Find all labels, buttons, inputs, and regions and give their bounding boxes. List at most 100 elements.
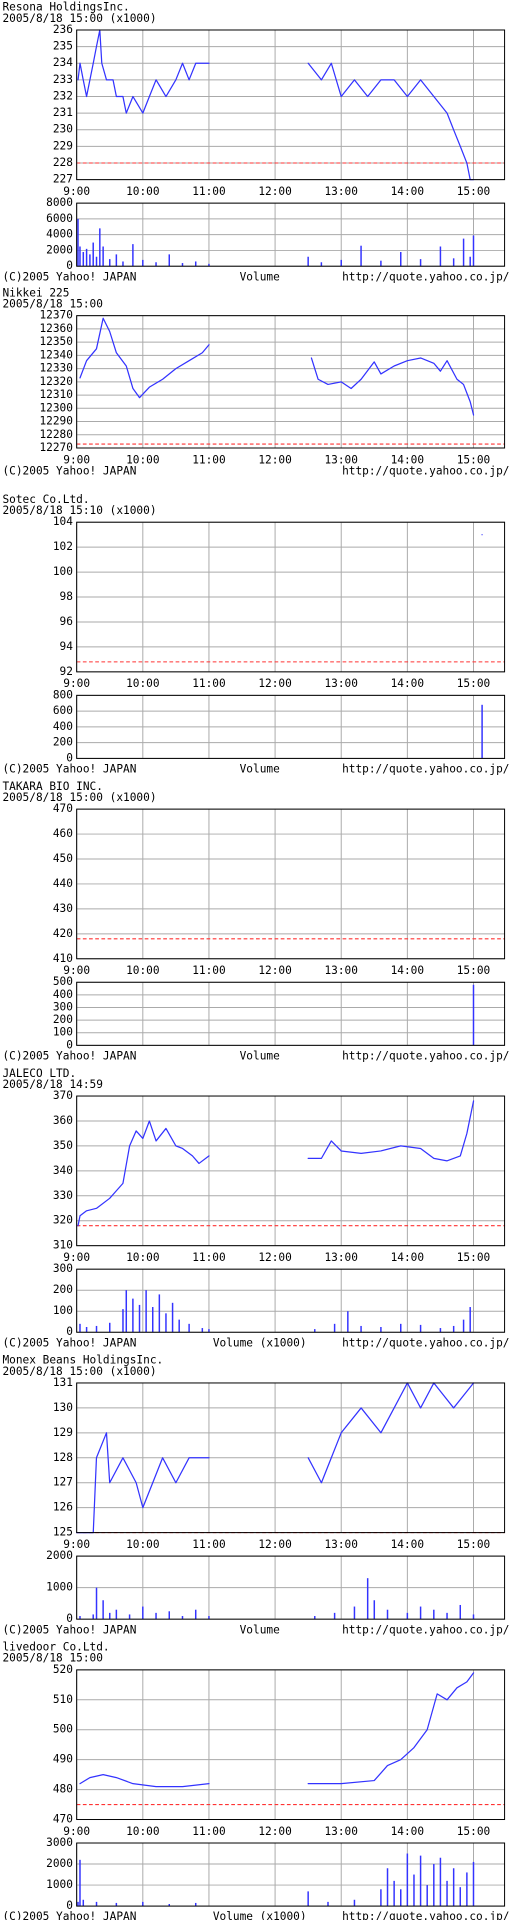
x-tick-label: 13:00 <box>324 1251 358 1264</box>
x-tick-label: 10:00 <box>126 1251 160 1264</box>
y-tick-label: 310 <box>53 1239 73 1252</box>
x-tick-label: 9:00 <box>63 1251 90 1264</box>
y-tick-label: 350 <box>53 1139 73 1152</box>
x-tick-label: 11:00 <box>192 677 226 690</box>
source: (C)2005 Yahoo! JAPAN <box>2 270 136 283</box>
price-line <box>77 1100 475 1227</box>
subtitle: 2005/8/18 15:00 <box>2 1652 102 1665</box>
x-axis-label: Volume (x1000) <box>213 1910 307 1920</box>
y-tick-label: 470 <box>53 802 73 815</box>
source-url: http://quote.yahoo.co.jp/ <box>342 763 509 776</box>
y-tick-label: 3000 <box>46 1836 73 1849</box>
source: (C)2005 Yahoo! JAPAN <box>2 1910 136 1920</box>
x-tick-label: 9:00 <box>63 964 90 977</box>
subtitle: 2005/8/18 14:59 <box>2 1078 102 1091</box>
x-tick-label: 10:00 <box>126 453 160 466</box>
y-tick-label: 12360 <box>39 322 73 335</box>
y-tick-label: 1000 <box>46 1878 73 1891</box>
title: Sotec Co.Ltd. <box>2 493 89 506</box>
x-tick-label: 11:00 <box>192 1251 226 1264</box>
y-tick-label: 12320 <box>39 375 73 388</box>
plot-border <box>76 694 506 759</box>
plot-border <box>76 1382 506 1534</box>
title: livedoor Co.Ltd. <box>2 1641 109 1654</box>
x-tick-label: 14:00 <box>391 677 425 690</box>
y-tick-label: 0 <box>66 1038 73 1051</box>
y-tick-label: 227 <box>53 173 73 186</box>
y-tick-label: 8000 <box>46 196 73 209</box>
y-tick-label: 235 <box>53 40 73 53</box>
y-tick-label: 96 <box>60 615 73 628</box>
y-tick-label: 300 <box>53 1000 73 1013</box>
subtitle: 2005/8/18 15:00 <box>2 298 102 311</box>
price-line <box>79 1672 475 1788</box>
y-tick-label: 420 <box>53 927 73 940</box>
y-tick-label: 320 <box>53 1214 73 1227</box>
title: JALECO LTD. <box>2 1067 76 1080</box>
x-tick-label: 9:00 <box>63 677 90 690</box>
x-tick-label: 11:00 <box>192 453 226 466</box>
x-tick-label: 12:00 <box>258 185 292 198</box>
y-tick-label: 2000 <box>46 243 73 256</box>
y-tick-label: 370 <box>53 1089 73 1102</box>
x-tick-label: 15:00 <box>457 185 491 198</box>
x-axis-label: Volume <box>240 763 280 776</box>
y-tick-label: 1000 <box>46 1581 73 1594</box>
x-tick-label: 15:00 <box>457 677 491 690</box>
y-tick-label: 520 <box>53 1663 73 1676</box>
x-tick-label: 10:00 <box>126 964 160 977</box>
x-tick-label: 14:00 <box>391 1251 425 1264</box>
y-tick-label: 450 <box>53 852 73 865</box>
y-tick-label: 800 <box>53 688 73 701</box>
source-url: http://quote.yahoo.co.jp/ <box>342 1336 509 1349</box>
y-tick-label: 233 <box>53 73 73 86</box>
y-tick-label: 12350 <box>39 335 73 348</box>
x-tick-label: 12:00 <box>258 1538 292 1551</box>
plot-area <box>76 1669 505 1820</box>
y-tick-label: 4000 <box>46 228 73 241</box>
x-tick-label: 10:00 <box>126 677 160 690</box>
x-tick-label: 11:00 <box>192 1538 226 1551</box>
y-tick-label: 0 <box>66 1325 73 1338</box>
price-line <box>76 1382 475 1534</box>
x-tick-label: 10:00 <box>126 1538 160 1551</box>
y-tick-label: 231 <box>53 106 73 119</box>
y-tick-label: 12290 <box>39 415 73 428</box>
source: (C)2005 Yahoo! JAPAN <box>2 763 136 776</box>
y-tick-label: 510 <box>53 1693 73 1706</box>
y-tick-label: 12300 <box>39 401 73 414</box>
y-tick-label: 130 <box>53 1401 73 1414</box>
x-tick-label: 12:00 <box>258 1251 292 1264</box>
y-tick-label: 360 <box>53 1114 73 1127</box>
x-tick-label: 15:00 <box>457 1251 491 1264</box>
y-tick-label: 228 <box>53 156 73 169</box>
y-tick-label: 0 <box>66 1899 73 1912</box>
source-url: http://quote.yahoo.co.jp/ <box>342 464 509 477</box>
subtitle: 2005/8/18 15:10 (x1000) <box>2 504 156 517</box>
y-tick-label: 229 <box>53 139 73 152</box>
y-tick-label: 126 <box>53 1501 73 1514</box>
x-tick-label: 11:00 <box>192 1825 226 1838</box>
subtitle: 2005/8/18 15:00 (x1000) <box>2 12 156 25</box>
y-tick-label: 102 <box>53 540 73 553</box>
y-tick-label: 430 <box>53 902 73 915</box>
y-tick-label: 480 <box>53 1783 73 1796</box>
y-tick-label: 200 <box>53 1013 73 1026</box>
x-tick-label: 14:00 <box>391 453 425 466</box>
x-tick-label: 12:00 <box>258 964 292 977</box>
y-tick-label: 104 <box>53 515 73 528</box>
x-tick-label: 14:00 <box>391 964 425 977</box>
plot-area <box>76 1269 505 1333</box>
y-tick-label: 300 <box>53 1262 73 1275</box>
y-tick-label: 2000 <box>46 1549 73 1562</box>
y-tick-label: 460 <box>53 827 73 840</box>
x-tick-label: 15:00 <box>457 1538 491 1551</box>
x-tick-label: 15:00 <box>457 964 491 977</box>
x-tick-label: 9:00 <box>63 1825 90 1838</box>
plot-border <box>76 808 506 960</box>
y-tick-label: 440 <box>53 877 73 890</box>
price-line <box>79 317 475 416</box>
subtitle: 2005/8/18 15:00 (x1000) <box>2 1365 156 1378</box>
plot-border <box>76 202 506 267</box>
source-url: http://quote.yahoo.co.jp/ <box>342 1049 509 1062</box>
